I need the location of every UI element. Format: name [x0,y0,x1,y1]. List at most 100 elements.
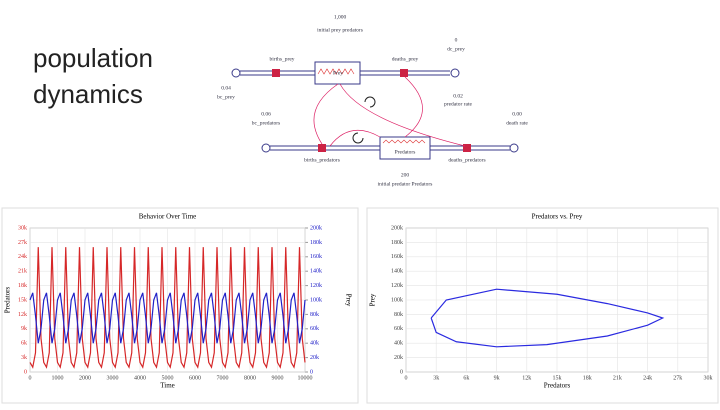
x-tick-label: 0 [405,375,408,381]
cloud [261,143,271,153]
x-tick-label: 21k [613,375,622,381]
x-tick-label: 3000 [107,375,119,381]
y-tick-label: 180k [391,240,403,246]
chart-panel [366,207,719,404]
y-axis-label: Prey [369,293,377,306]
param-label: initial predator Predators [378,181,433,187]
y2-tick-label: 160k [310,254,322,260]
y-tick-label: 100k [391,297,403,303]
slide-title: population [33,43,153,73]
slide-title: dynamics [33,79,143,109]
y-tick-label: 21k [18,269,27,275]
flow-label: births_prey [269,56,294,62]
x-tick-label: 9k [494,375,500,381]
param-label: bc_prey [217,94,235,100]
link [339,83,466,147]
param-label: bc_predators [252,120,280,126]
x-axis-label: Time [160,382,175,390]
flow-label: births_predators [304,157,340,163]
y2-tick-label: 120k [310,283,322,289]
x-tick-label: 27k [673,375,682,381]
link [329,129,381,147]
x-tick-label: 15k [553,375,562,381]
param-value: 0.06 [261,111,271,117]
y2-tick-label: 0 [310,369,313,375]
x-tick-label: 4000 [134,375,146,381]
x-tick-label: 30k [704,375,713,381]
x-tick-label: 1000 [52,375,64,381]
y-tick-label: 6k [21,341,27,347]
param-label: death rate [506,120,528,126]
x-tick-label: 9000 [272,375,284,381]
x-tick-label: 6000 [189,375,201,381]
cloud [231,68,241,78]
param-label: initial prey predators [317,27,363,33]
loop-icon [352,132,364,144]
series-line [29,292,306,344]
flow-label: deaths_prey [392,56,419,62]
valve [272,69,280,77]
y2-tick-label: 200k [310,225,322,231]
y-tick-label: 0 [24,369,27,375]
stock-label: Predators [395,149,416,155]
valve [463,144,471,152]
flow-label: deaths_predators [448,157,485,163]
y-tick-label: 80k [394,312,403,318]
y-tick-label: 27k [18,240,27,246]
x-tick-label: 5000 [162,375,174,381]
y-tick-label: 0 [400,369,403,375]
loop-icon [364,96,376,108]
param-value: 1,000 [334,14,347,20]
y2-tick-label: 100k [310,297,322,303]
x-tick-label: 8000 [244,375,256,381]
series-line [430,288,665,348]
param-value: 200 [401,172,410,178]
link [404,76,423,138]
y2-tick-label: 140k [310,269,322,275]
y2-axis-label: Prey [344,294,352,307]
y-tick-label: 60k [394,326,403,332]
x-tick-label: 3k [433,375,439,381]
chart-title: Behavior Over Time [139,213,197,221]
param-value: 0.02 [453,93,463,99]
valve [400,69,408,77]
y-tick-label: 12k [18,312,27,318]
y2-tick-label: 20k [310,355,319,361]
x-tick-label: 24k [643,375,652,381]
y2-tick-label: 60k [310,326,319,332]
y-tick-label: 200k [391,225,403,231]
x-tick-label: 12k [522,375,531,381]
x-tick-label: 2000 [79,375,91,381]
valve [318,144,326,152]
y-tick-label: 24k [18,254,27,260]
y-tick-label: 160k [391,254,403,260]
y-tick-label: 30k [18,225,27,231]
y-tick-label: 3k [21,355,27,361]
series-line [29,247,306,369]
x-tick-label: 6k [463,375,469,381]
x-tick-label: 7000 [217,375,229,381]
stock-label: Prey [333,70,343,76]
stock-flow-diagram: Prey Predators births_prey deaths_prey b… [217,14,528,187]
y2-tick-label: 80k [310,312,319,318]
param-value: 0.00 [512,111,522,117]
y-tick-label: 40k [394,341,403,347]
link [313,83,339,145]
y2-tick-label: 180k [310,240,322,246]
param-label: predator rate [444,101,472,107]
y2-tick-label: 40k [310,341,319,347]
x-tick-label: 18k [583,375,592,381]
y-tick-label: 20k [394,355,403,361]
x-tick-label: 10000 [298,375,313,381]
y-tick-label: 18k [18,283,27,289]
chart-title: Predators vs. Prey [532,213,583,221]
y-tick-label: 140k [391,269,403,275]
param-label: dc_prey [447,46,465,52]
param-value: 0 [455,37,458,43]
x-tick-label: 0 [29,375,32,381]
chart: Predators vs. Prey 0 20k 40k 60k 80k 100k 120k 1… [366,207,719,404]
y-tick-label: 120k [391,283,403,289]
sparkline [317,68,355,75]
y-axis-label: Predators [4,287,12,314]
chart: Behavior Over Time 0 3k 6k 9k 12k 15k 18k 21k 24k… [1,207,359,404]
